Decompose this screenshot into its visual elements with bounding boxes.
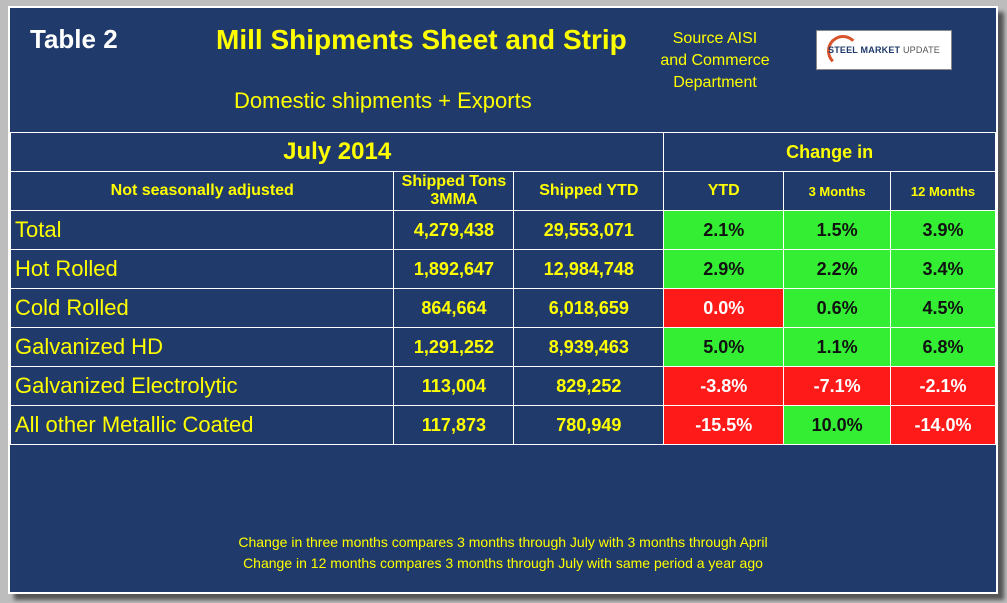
change-12m-value: 6.8% [890, 327, 996, 367]
change-in-header: Change in [663, 132, 996, 172]
tons-3mma-value: 1,291,252 [393, 327, 515, 367]
shipped-ytd-value: 29,553,071 [513, 210, 665, 250]
change-ytd-value: -3.8% [663, 366, 785, 406]
table-row: Hot Rolled 1,892,647 12,984,748 2.9% 2.2… [9, 249, 996, 289]
footer-notes: Change in three months compares 3 months… [10, 532, 996, 592]
row-label: Hot Rolled [9, 249, 395, 289]
shipped-ytd-value: 12,984,748 [513, 249, 665, 289]
column-header-tons-3mma: Shipped Tons 3MMA [393, 171, 515, 211]
column-header-change-ytd: YTD [663, 171, 785, 211]
table-row: Galvanized HD 1,291,252 8,939,463 5.0% 1… [9, 327, 996, 367]
row-label: Cold Rolled [9, 288, 395, 328]
change-12m-value: 4.5% [890, 288, 996, 328]
change-3m-value: 1.1% [783, 327, 892, 367]
shipped-ytd-value: 780,949 [513, 405, 665, 445]
table-row: Total 4,279,438 29,553,071 2.1% 1.5% 3.9… [9, 210, 996, 250]
page-title: Mill Shipments Sheet and Strip [216, 24, 627, 55]
change-ytd-value: 0.0% [663, 288, 785, 328]
change-ytd-value: 2.9% [663, 249, 785, 289]
period-label: July 2014 [9, 132, 665, 172]
tons-3mma-value: 113,004 [393, 366, 515, 406]
change-ytd-value: 5.0% [663, 327, 785, 367]
table-row: Cold Rolled 864,664 6,018,659 0.0% 0.6% … [9, 288, 996, 328]
source-note: Source AISI and Commerce Department [660, 30, 770, 91]
row-label: All other Metallic Coated [9, 405, 395, 445]
logo-swoosh-icon [827, 35, 859, 67]
tons-3mma-value: 4,279,438 [393, 210, 515, 250]
column-header-label: Not seasonally adjusted [9, 171, 395, 211]
footer-note: Change in three months compares 3 months… [238, 534, 768, 550]
change-3m-value: 0.6% [783, 288, 892, 328]
table-number: Table 2 [30, 24, 118, 54]
footer-note: Change in 12 months compares 3 months th… [243, 555, 763, 571]
tons-3mma-value: 117,873 [393, 405, 515, 445]
tons-3mma-value: 1,892,647 [393, 249, 515, 289]
column-header-shipped-ytd: Shipped YTD [513, 171, 665, 211]
row-label: Galvanized HD [9, 327, 395, 367]
change-12m-value: 3.9% [890, 210, 996, 250]
column-header-change-3-months: 3 Months [783, 171, 892, 211]
row-label: Total [9, 210, 395, 250]
change-3m-value: 2.2% [783, 249, 892, 289]
steel-market-update-logo: STEEL MARKET UPDATE [816, 30, 952, 70]
change-3m-value: 10.0% [783, 405, 892, 445]
logo-text: STEEL MARKET UPDATE [828, 45, 940, 55]
table-row: Galvanized Electrolytic 113,004 829,252 … [9, 366, 996, 406]
tons-3mma-value: 864,664 [393, 288, 515, 328]
change-3m-value: -7.1% [783, 366, 892, 406]
period-header-row: July 2014 Change in [9, 132, 996, 172]
row-label: Galvanized Electrolytic [9, 366, 395, 406]
table-panel: Table 2 Mill Shipments Sheet and Strip D… [8, 6, 998, 594]
column-header-row: Not seasonally adjusted Shipped Tons 3MM… [9, 171, 996, 211]
change-12m-value: -14.0% [890, 405, 996, 445]
column-header-change-12-months: 12 Months [890, 171, 996, 211]
change-3m-value: 1.5% [783, 210, 892, 250]
subtitle: Domestic shipments + Exports [234, 88, 532, 113]
header: Table 2 Mill Shipments Sheet and Strip D… [10, 8, 996, 132]
change-12m-value: 3.4% [890, 249, 996, 289]
shipped-ytd-value: 6,018,659 [513, 288, 665, 328]
change-12m-value: -2.1% [890, 366, 996, 406]
table-row: All other Metallic Coated 117,873 780,94… [9, 405, 996, 445]
shipments-table: July 2014 Change in Not seasonally adjus… [9, 132, 996, 445]
shipped-ytd-value: 8,939,463 [513, 327, 665, 367]
shipped-ytd-value: 829,252 [513, 366, 665, 406]
change-ytd-value: -15.5% [663, 405, 785, 445]
change-ytd-value: 2.1% [663, 210, 785, 250]
